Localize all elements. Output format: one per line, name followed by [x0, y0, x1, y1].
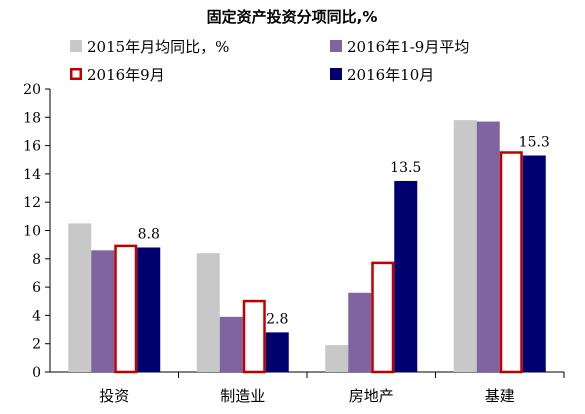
x-category-label: 基建	[485, 387, 515, 405]
bars	[68, 120, 546, 374]
y-tick-label: 14	[23, 167, 41, 183]
data-label: 15.3	[519, 135, 550, 151]
y-tick-label: 12	[23, 195, 41, 211]
y-tick-label: 0	[32, 365, 41, 381]
data-label: 2.8	[266, 311, 288, 327]
bar	[499, 151, 523, 374]
bar	[219, 316, 243, 372]
y-tick-label: 8	[32, 252, 41, 268]
y-tick-label: 4	[32, 308, 41, 324]
legend-label: 2015年月均同比，%	[87, 38, 229, 56]
data-label: 8.8	[138, 226, 160, 242]
data-labels: 8.8 2.8 13.5 15.3	[138, 135, 550, 328]
bar	[265, 332, 289, 372]
bar	[394, 180, 418, 372]
chart-title: 固定资产投资分项同比,%	[207, 8, 378, 26]
bar	[91, 250, 115, 372]
data-label: 13.5	[390, 160, 421, 176]
bar	[325, 345, 349, 372]
legend-swatch	[70, 40, 82, 52]
bar	[137, 247, 161, 372]
bar	[453, 120, 477, 372]
legend-label: 2016年9月	[87, 66, 165, 84]
bar	[522, 155, 546, 372]
x-category-label: 制造业	[220, 387, 265, 405]
bar	[114, 244, 138, 374]
legend: 2015年月均同比，% 2016年1-9月平均 2016年9月 2016年10月	[70, 38, 469, 84]
bar	[476, 121, 500, 372]
legend-label: 2016年1-9月平均	[347, 38, 469, 56]
bar	[242, 299, 266, 374]
bar	[371, 261, 395, 374]
bar	[196, 253, 220, 372]
y-tick-label: 18	[23, 110, 41, 126]
y-tick-label: 6	[32, 280, 41, 296]
legend-swatch	[70, 68, 82, 80]
legend-swatch	[330, 40, 342, 52]
legend-swatch	[330, 68, 342, 80]
y-tick-label: 16	[23, 139, 41, 155]
x-category-label: 投资	[99, 387, 129, 405]
bar	[68, 223, 92, 372]
y-tick-label: 20	[23, 82, 41, 98]
y-tick-label: 2	[32, 337, 41, 353]
y-tick-label: 10	[23, 224, 41, 240]
legend-label: 2016年10月	[347, 66, 434, 84]
bar	[348, 292, 372, 372]
x-category-label: 房地产	[349, 387, 394, 405]
axes: 0 2 4 6 8 10 12 14 16 18 20 投资 制造业 房地产 基建	[23, 82, 565, 405]
